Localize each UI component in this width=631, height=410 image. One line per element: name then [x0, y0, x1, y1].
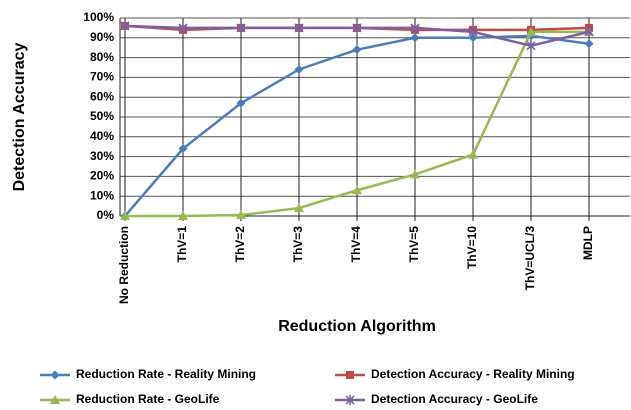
x-tick-label: ThV=2 — [233, 226, 247, 263]
marker — [468, 26, 478, 37]
x-axis-label: Reduction Algorithm — [278, 318, 436, 335]
marker — [468, 149, 478, 159]
x-tick-label: MDLP — [581, 226, 595, 260]
marker — [50, 395, 60, 404]
y-tick-label: 100% — [83, 10, 114, 24]
y-tick-label: 40% — [90, 129, 114, 143]
marker — [346, 371, 354, 379]
marker — [584, 26, 594, 37]
marker — [178, 144, 188, 154]
marker — [294, 22, 304, 33]
y-tick-label: 20% — [90, 169, 114, 183]
x-tick-label: ThV=5 — [407, 226, 421, 263]
y-tick-label: 10% — [90, 188, 114, 202]
marker — [294, 203, 304, 213]
x-tick-label: ThV=3 — [291, 226, 305, 263]
legend-label: Reduction Rate - Reality Mining — [76, 367, 256, 381]
marker — [410, 169, 420, 179]
legend-label: Reduction Rate - GeoLife — [76, 392, 220, 406]
marker — [352, 22, 362, 33]
marker — [120, 20, 130, 31]
marker — [345, 395, 355, 405]
marker — [120, 211, 130, 220]
y-tick-label: 0% — [97, 208, 115, 222]
x-tick-label: ThV=10 — [465, 226, 479, 269]
legend-label: Detection Accuracy - GeoLife — [371, 392, 538, 406]
x-tick-label: ThV=4 — [349, 226, 363, 263]
x-tick-label: No Reduction — [117, 226, 131, 304]
marker — [236, 210, 246, 220]
marker — [352, 45, 362, 55]
marker — [178, 211, 188, 220]
marker — [468, 33, 478, 43]
x-tick-label: ThV=1 — [175, 226, 189, 263]
marker — [410, 33, 420, 43]
y-tick-label: 70% — [90, 70, 114, 84]
y-tick-label: 90% — [90, 30, 114, 44]
marker — [526, 26, 536, 36]
marker — [294, 64, 304, 74]
marker — [236, 98, 246, 108]
marker — [352, 185, 362, 195]
legend-label: Detection Accuracy - Reality Mining — [371, 367, 575, 381]
marker — [526, 40, 536, 51]
marker — [236, 22, 246, 33]
x-tick-label: ThV=UCL/3 — [523, 226, 537, 291]
marker — [50, 370, 60, 380]
y-tick-label: 30% — [90, 149, 114, 163]
marker — [410, 22, 420, 33]
y-axis-label: Detection Accuracy — [11, 43, 28, 192]
y-tick-label: 60% — [90, 89, 114, 103]
y-tick-label: 80% — [90, 50, 114, 64]
marker — [584, 39, 594, 49]
y-tick-label: 50% — [90, 109, 114, 123]
marker — [178, 22, 188, 33]
